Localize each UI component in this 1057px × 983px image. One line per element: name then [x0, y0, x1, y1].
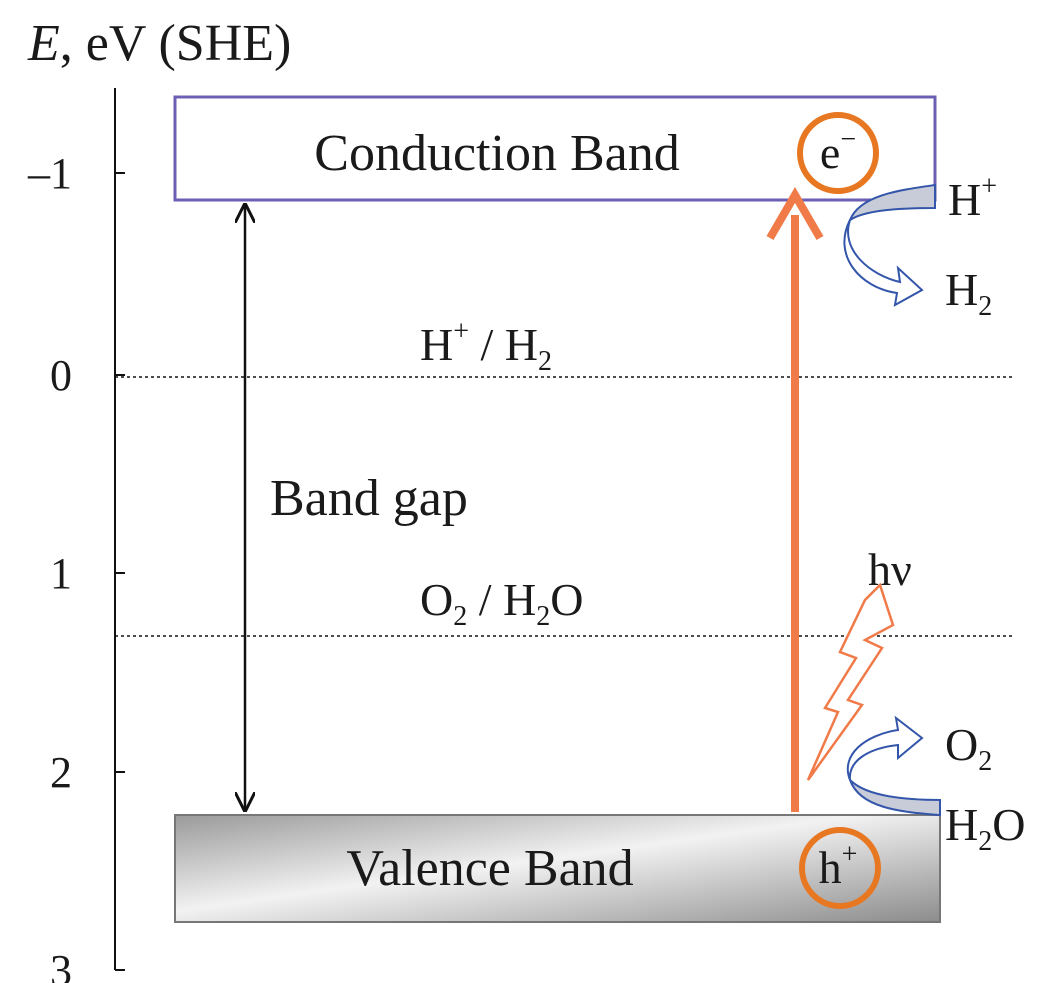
tick-label: 2: [50, 748, 72, 797]
reaction-arrow: [846, 715, 924, 781]
axis-title: E, eV (SHE): [27, 15, 291, 72]
text-part: , eV (SHE): [60, 15, 292, 72]
electron-label: e−: [820, 124, 856, 178]
text-part: / H: [469, 319, 538, 370]
band-label: Conduction Band: [314, 125, 679, 182]
ticks: [115, 172, 125, 971]
tick-label: 0: [50, 351, 72, 400]
text-part: 2: [453, 601, 467, 632]
lightning: [806, 582, 895, 781]
text-part: 2: [538, 346, 552, 377]
valence-band: [174, 814, 941, 923]
text-part: / H: [467, 574, 536, 625]
text-part: 2: [978, 291, 992, 322]
text-part: O: [420, 574, 453, 625]
hole-circle: [799, 827, 881, 909]
text-part: H: [945, 799, 978, 850]
tick-label: –1: [27, 149, 72, 198]
tick-label: 3: [50, 946, 72, 983]
reactant-label: H2O: [945, 799, 1025, 857]
text-part: H: [420, 319, 453, 370]
text-part: O: [945, 719, 978, 770]
reaction-arrow: [849, 779, 941, 817]
text-part: 2: [978, 746, 992, 777]
text-part: E: [27, 15, 60, 72]
text-part: h: [819, 842, 842, 893]
text-part: O: [992, 799, 1025, 850]
photon-label: hν: [868, 544, 912, 595]
text-part: e: [820, 127, 840, 178]
text-part: H: [945, 264, 978, 315]
excitation-arrowhead: [766, 187, 824, 241]
gap-label: Band gap: [270, 470, 468, 527]
level-label: H+ / H2: [420, 316, 552, 377]
text-part: 2: [978, 826, 992, 857]
reactant-label: H+: [948, 171, 997, 225]
text-part: 2: [536, 601, 550, 632]
reaction-arrow: [843, 219, 924, 307]
electron-circle: [797, 112, 879, 194]
text-part: −: [840, 124, 856, 155]
text-part: +: [842, 839, 858, 870]
text-part: +: [981, 171, 997, 202]
product-label: O2: [945, 719, 992, 777]
tick-label: 1: [50, 549, 72, 598]
text-part: O: [550, 574, 583, 625]
text-part: +: [453, 316, 469, 347]
text-part: H: [948, 174, 981, 225]
level-label: O2 / H2O: [420, 574, 583, 632]
hole-label: h+: [819, 839, 858, 893]
product-label: H2: [945, 264, 992, 322]
band-label: Valence Band: [346, 840, 633, 897]
